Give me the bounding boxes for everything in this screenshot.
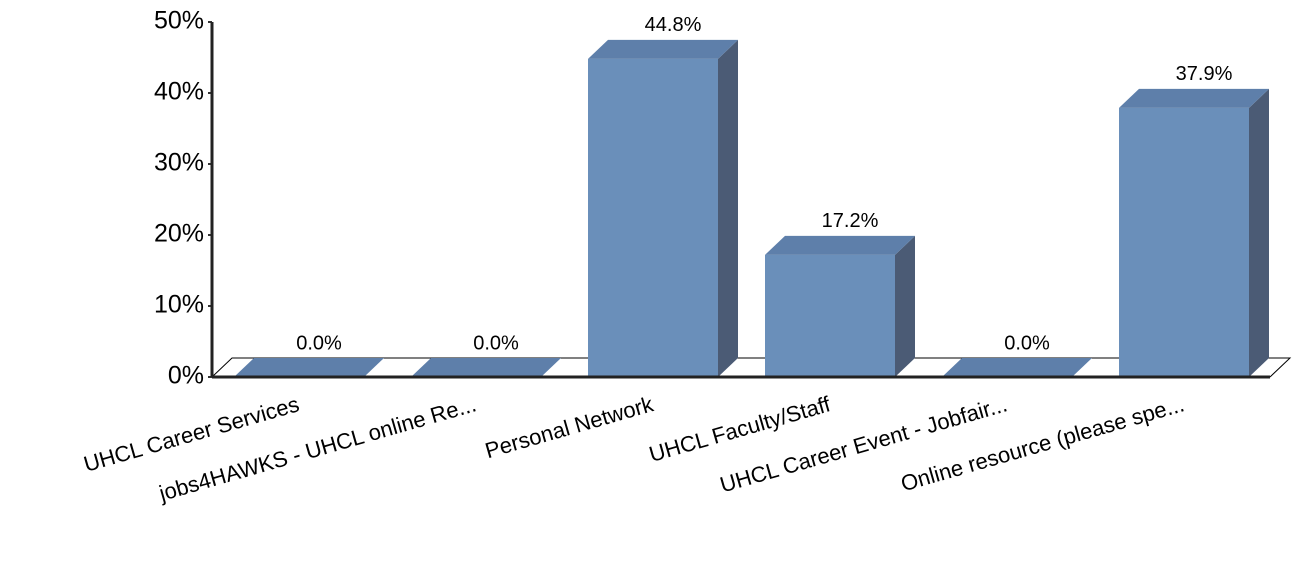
bar: [942, 358, 1092, 377]
bar-top: [765, 235, 915, 255]
value-label: 0.0%: [473, 332, 519, 354]
value-label: 37.9%: [1176, 63, 1233, 85]
bar-top: [234, 358, 384, 377]
bar-side: [895, 235, 915, 377]
y-tick-label: 40%: [154, 78, 204, 106]
x-tick-label: jobs4HAWKS - UHCL online Re...: [155, 391, 479, 506]
value-label: 17.2%: [822, 210, 879, 232]
bar: [411, 358, 561, 377]
value-label: 0.0%: [296, 332, 342, 354]
bar: [765, 235, 915, 377]
y-tick-label: 20%: [154, 220, 204, 248]
y-tick-label: 50%: [154, 7, 204, 35]
y-tick-label: 10%: [154, 291, 204, 319]
x-tick-label: Online resource (please spe...: [898, 391, 1187, 496]
bar-top: [942, 358, 1092, 377]
bar-top: [588, 39, 738, 59]
bar-side: [1249, 88, 1269, 377]
bar: [588, 39, 738, 378]
value-label: 0.0%: [1004, 332, 1050, 354]
x-tick-label: UHCL Career Event - Jobfair...: [717, 391, 1010, 497]
y-tick-label: 30%: [154, 149, 204, 177]
floor-back: [211, 357, 1292, 378]
bar: [1119, 88, 1269, 377]
bar-front: [1119, 107, 1249, 377]
bar-side: [718, 39, 738, 378]
y-tick-label: 0%: [168, 362, 204, 390]
bar-top: [1119, 88, 1269, 108]
value-label: 44.8%: [645, 14, 702, 36]
x-tick-label: Personal Network: [482, 391, 657, 463]
bar: [234, 358, 384, 377]
bar-front: [765, 254, 895, 377]
bar-front: [588, 58, 718, 378]
bar-top: [411, 358, 561, 377]
